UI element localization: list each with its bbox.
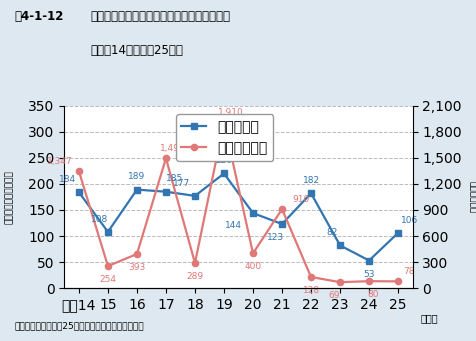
Text: 80: 80 [367, 290, 378, 299]
Text: 910: 910 [292, 194, 309, 204]
Text: 82: 82 [326, 228, 337, 237]
Text: 1,347: 1,347 [47, 157, 72, 166]
Text: 108: 108 [91, 214, 108, 223]
Text: 69: 69 [328, 291, 339, 300]
Text: 220: 220 [215, 156, 232, 165]
Text: 1,910: 1,910 [218, 108, 243, 117]
Text: 182: 182 [302, 176, 319, 185]
Text: （年）: （年） [420, 313, 437, 323]
Text: 123: 123 [266, 233, 283, 242]
Text: 185: 185 [165, 174, 182, 183]
Text: 1,495: 1,495 [160, 144, 185, 153]
Text: 393: 393 [128, 263, 145, 272]
Text: 78: 78 [403, 267, 414, 276]
Text: 被害届出人数: 被害届出人数 [467, 181, 476, 213]
Text: 注意報等発令延べ日数、被害届出人数の推移: 注意報等発令延べ日数、被害届出人数の推移 [90, 10, 230, 23]
Text: 177: 177 [172, 179, 189, 188]
Text: 128: 128 [302, 286, 319, 295]
Text: 106: 106 [400, 216, 417, 225]
Text: 289: 289 [186, 272, 203, 281]
Legend: 発令延日数, 被害届出人数: 発令延日数, 被害届出人数 [176, 115, 273, 161]
Text: 184: 184 [59, 175, 76, 184]
Text: 注意報等発令延べ日数: 注意報等発令延べ日数 [5, 170, 14, 224]
Text: 400: 400 [244, 263, 261, 271]
Text: 144: 144 [225, 221, 241, 230]
Text: （平成14年～平成25年）: （平成14年～平成25年） [90, 44, 183, 57]
Text: 254: 254 [99, 275, 116, 284]
Text: 資料：環境省「平成25年光化学大気汚染関係資料」: 資料：環境省「平成25年光化学大気汚染関係資料」 [14, 322, 144, 331]
Text: 53: 53 [363, 270, 374, 279]
Text: 189: 189 [128, 172, 145, 181]
Text: 図4-1-12: 図4-1-12 [14, 10, 64, 23]
